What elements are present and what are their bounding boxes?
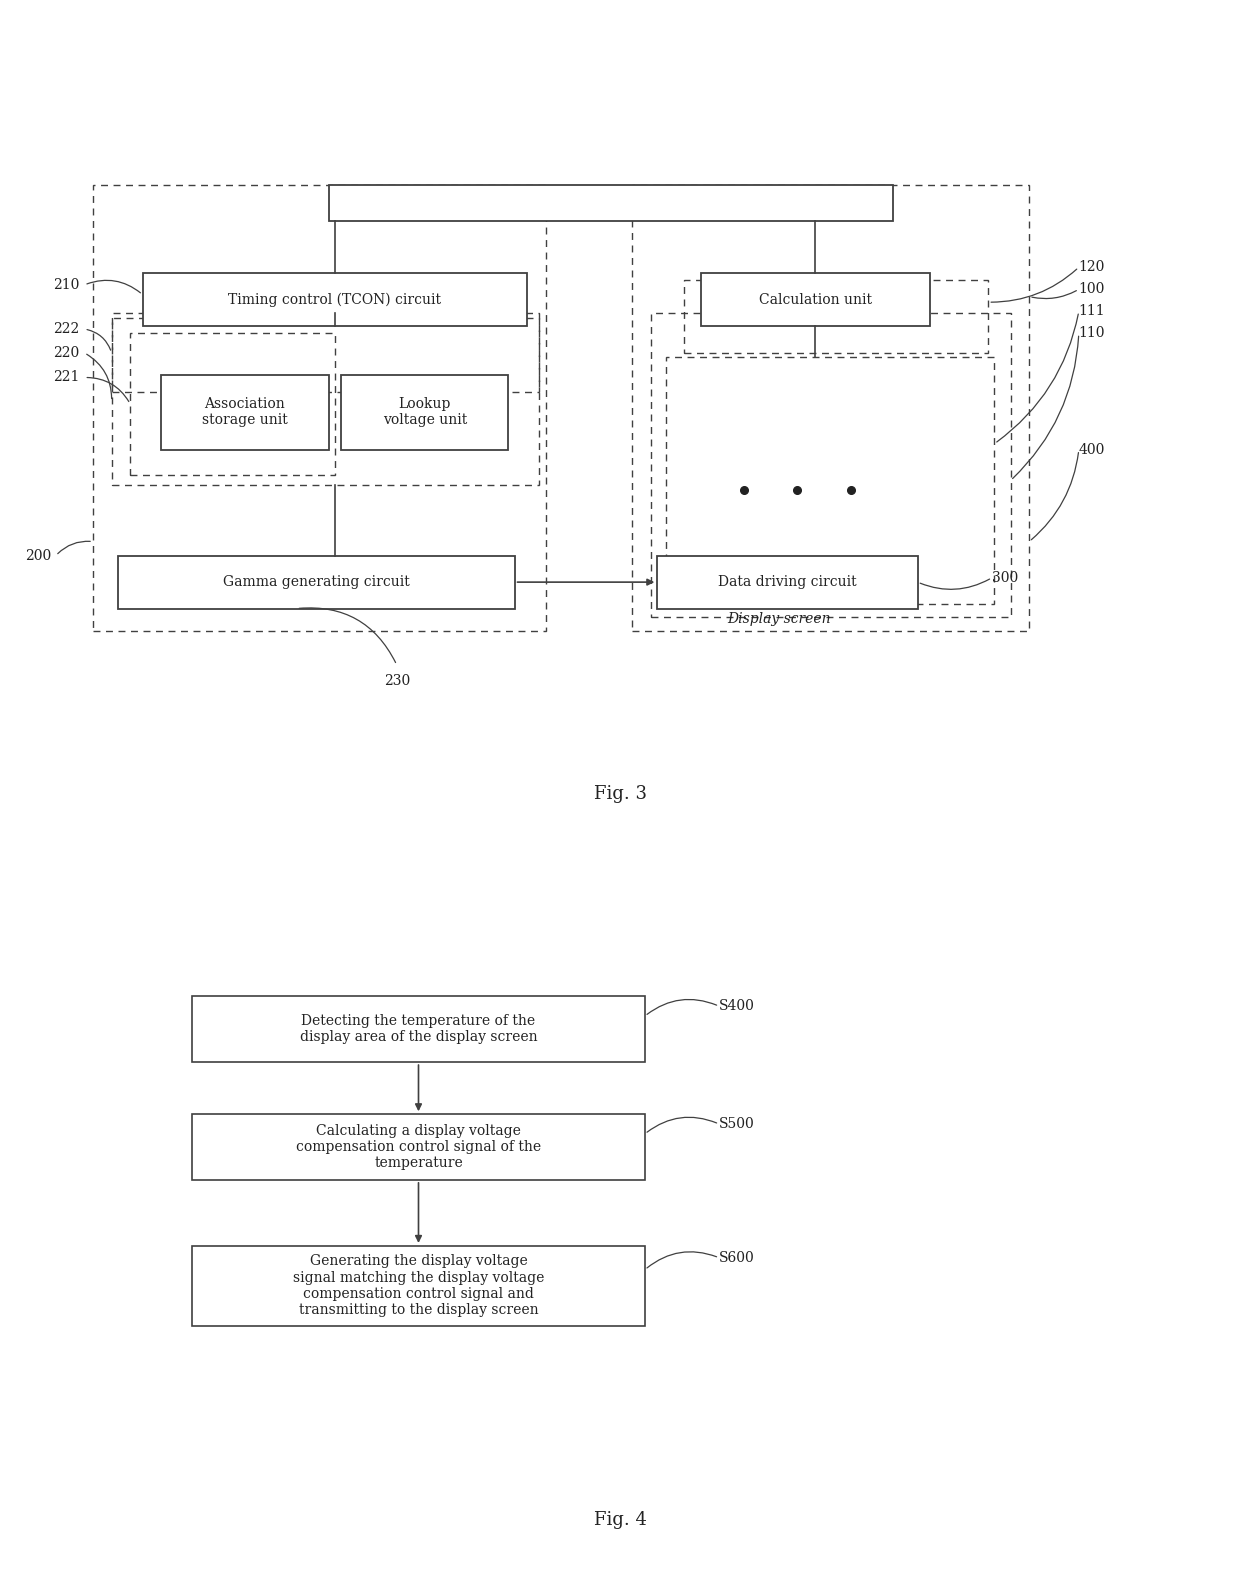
Text: Timing control (TCON) circuit: Timing control (TCON) circuit — [228, 293, 441, 307]
Bar — [143, 274, 527, 326]
Text: 222: 222 — [53, 321, 79, 335]
Text: Generating the display voltage
signal matching the display voltage
compensation : Generating the display voltage signal ma… — [293, 1254, 544, 1317]
Bar — [632, 186, 1029, 630]
Text: Calculation unit: Calculation unit — [759, 293, 872, 307]
Bar — [666, 358, 994, 605]
Text: Fig. 3: Fig. 3 — [594, 784, 646, 803]
Bar — [112, 313, 539, 392]
Bar — [684, 280, 988, 353]
Bar — [192, 1246, 645, 1326]
Bar — [192, 997, 645, 1062]
Bar — [130, 334, 335, 474]
Text: 300: 300 — [992, 570, 1018, 584]
Bar — [657, 556, 918, 608]
Text: 100: 100 — [1079, 282, 1105, 296]
Bar — [161, 375, 329, 450]
Text: Association
storage unit: Association storage unit — [202, 397, 288, 427]
Text: S400: S400 — [719, 999, 755, 1013]
Text: 200: 200 — [25, 548, 51, 562]
Text: Detecting the temperature of the
display area of the display screen: Detecting the temperature of the display… — [300, 1014, 537, 1044]
Bar — [341, 375, 508, 450]
Text: Gamma generating circuit: Gamma generating circuit — [223, 575, 409, 589]
Bar — [112, 318, 539, 485]
Text: 221: 221 — [53, 370, 79, 384]
Bar — [701, 274, 930, 326]
Text: 230: 230 — [383, 674, 410, 688]
Text: Fig. 4: Fig. 4 — [594, 1510, 646, 1529]
Bar — [329, 186, 893, 221]
Text: S600: S600 — [719, 1251, 755, 1265]
Text: S500: S500 — [719, 1117, 755, 1131]
Text: 111: 111 — [1079, 304, 1105, 318]
Bar — [651, 313, 1011, 617]
Text: Calculating a display voltage
compensation control signal of the
temperature: Calculating a display voltage compensati… — [296, 1125, 541, 1170]
Bar — [93, 186, 546, 630]
Text: 210: 210 — [53, 277, 79, 291]
Bar — [118, 556, 515, 608]
Text: 120: 120 — [1079, 260, 1105, 274]
Text: 400: 400 — [1079, 443, 1105, 457]
Text: 110: 110 — [1079, 326, 1105, 340]
Bar — [192, 1114, 645, 1180]
Text: Display screen: Display screen — [727, 613, 831, 627]
Text: Lookup
voltage unit: Lookup voltage unit — [383, 397, 466, 427]
Text: Data driving circuit: Data driving circuit — [718, 575, 857, 589]
Text: 220: 220 — [53, 346, 79, 359]
